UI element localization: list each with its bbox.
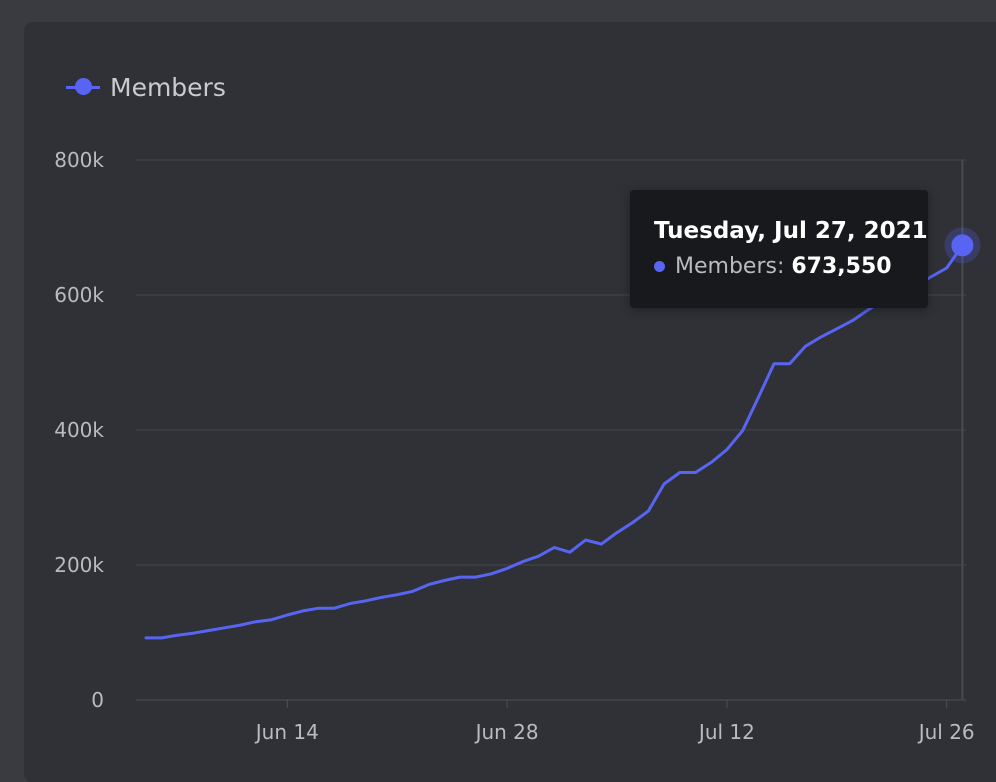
tooltip-title: Tuesday, Jul 27, 2021 [654,218,928,244]
y-tick-label: 200k [54,553,104,577]
legend-marker-icon [66,70,100,104]
x-tick-label: Jun 28 [474,720,539,744]
line-chart[interactable]: 0 200k 400k 600k 800k Jun 14 Jun 28 Jul 12 Jul 2… [0,0,996,766]
legend[interactable]: Members [66,70,226,104]
tooltip: Tuesday, Jul 27, 2021 Members: 673,550 [630,190,928,308]
tooltip-value: 673,550 [791,254,892,279]
y-tick-label: 400k [54,418,104,442]
x-tick-label: Jun 14 [254,720,319,744]
chart-card [24,22,996,782]
x-tick-label: Jul 26 [917,720,975,744]
y-tick-label: 800k [54,148,104,172]
legend-label: Members [110,72,226,102]
tooltip-series-label: Members: [675,254,785,279]
tooltip-series-dot-icon [654,261,665,272]
y-tick-label: 0 [91,688,104,712]
y-tick-label: 600k [54,283,104,307]
x-tick-label: Jul 12 [697,720,755,744]
highlight-point [951,234,974,257]
series-line-members [144,243,964,640]
tooltip-row: Members: 673,550 [654,254,892,279]
